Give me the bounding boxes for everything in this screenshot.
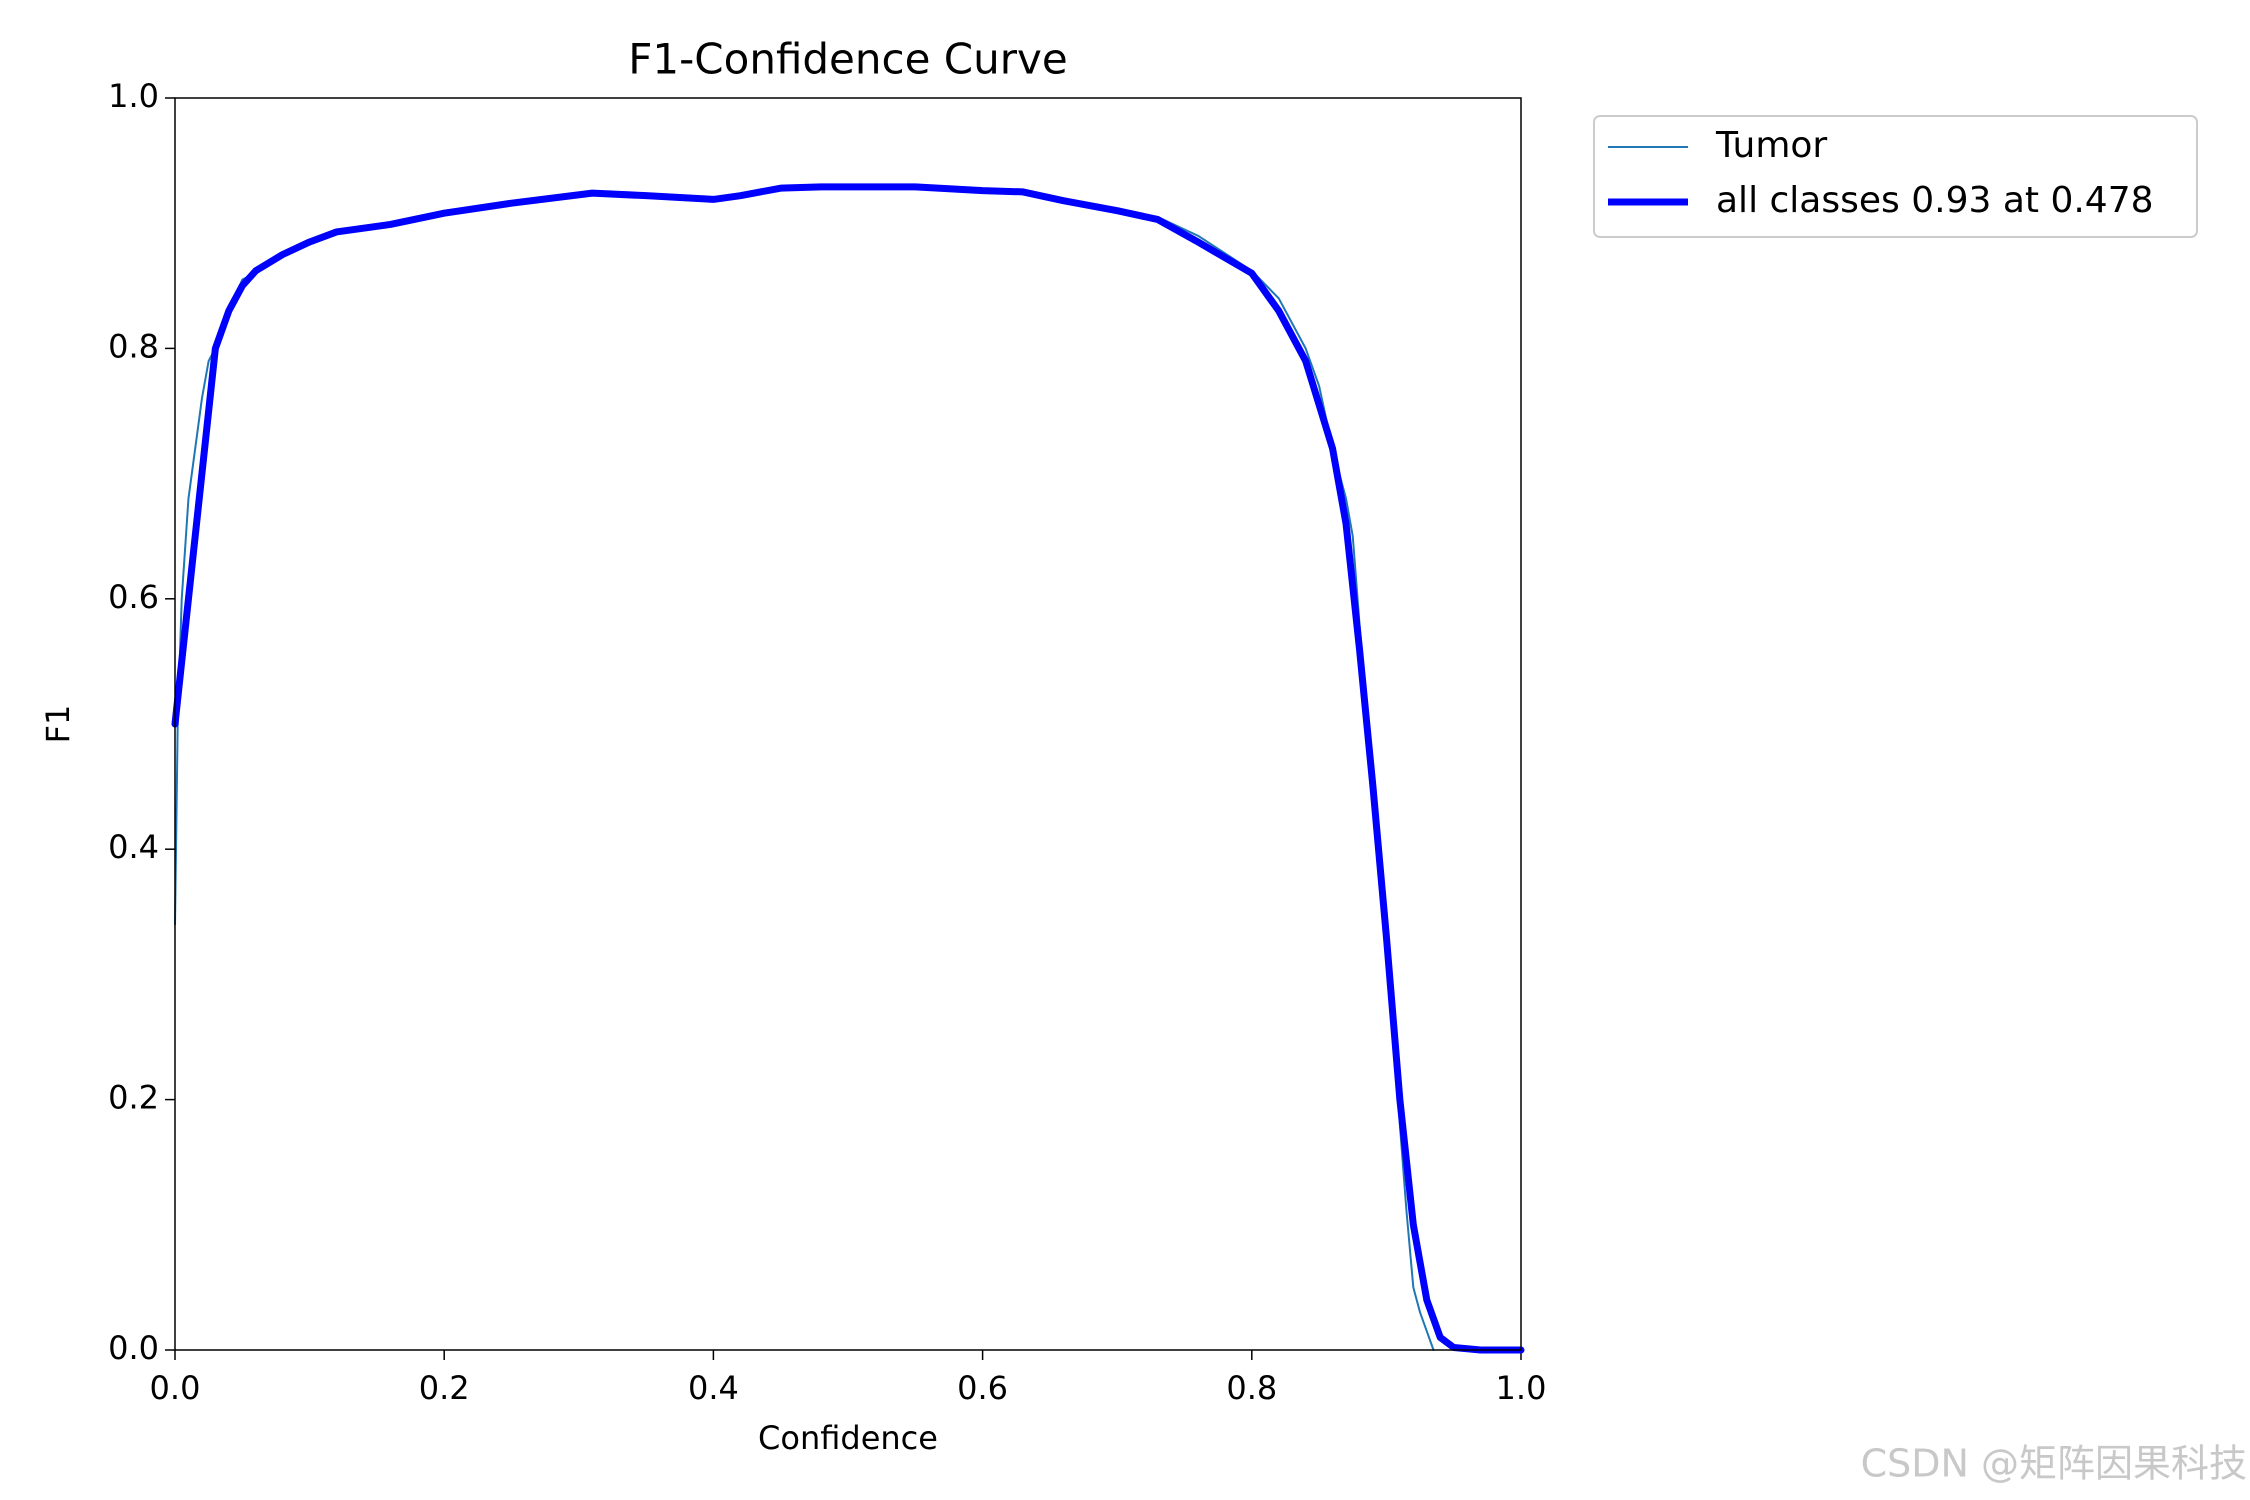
- y-tick-label: 0.4: [108, 828, 159, 866]
- x-tick-label: 1.0: [1496, 1369, 1547, 1407]
- y-tick-label: 1.0: [108, 77, 159, 115]
- y-axis-label: F1: [39, 705, 77, 744]
- y-tick-label: 0.8: [108, 327, 159, 365]
- x-tick-label: 0.2: [419, 1369, 470, 1407]
- legend-label: all classes 0.93 at 0.478: [1716, 180, 2154, 221]
- x-tick-label: 0.4: [688, 1369, 739, 1407]
- series-line: [174, 185, 1435, 1351]
- watermark: CSDN @矩阵因果科技: [1861, 1442, 2247, 1486]
- chart-title: F1-Confidence Curve: [628, 35, 1067, 84]
- legend-box: [1593, 115, 2198, 238]
- legend-label: Tumor: [1715, 125, 1827, 166]
- series-line: [171, 183, 1525, 1354]
- x-tick-label: 0.8: [1226, 1369, 1277, 1407]
- x-axis-label: Confidence: [758, 1419, 938, 1457]
- plot-frame: [174, 97, 1522, 1351]
- y-tick-label: 0.0: [108, 1329, 159, 1367]
- x-tick-label: 0.6: [957, 1369, 1008, 1407]
- y-tick-label: 0.2: [108, 1079, 159, 1117]
- y-tick-label: 0.6: [108, 578, 159, 616]
- x-tick-label: 0.0: [150, 1369, 201, 1407]
